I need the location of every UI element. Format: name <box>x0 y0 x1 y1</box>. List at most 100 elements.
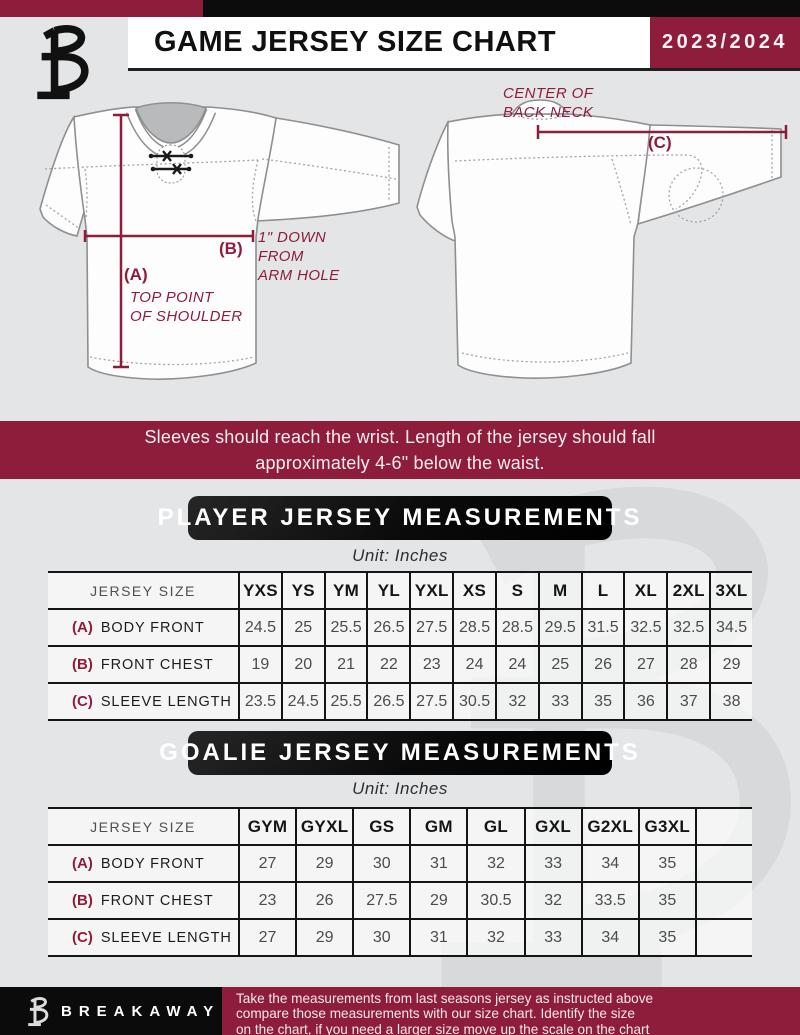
measurement-value: 32 <box>466 920 524 955</box>
measurement-value: 32 <box>466 846 524 881</box>
measurement-value: 25.5 <box>323 684 367 719</box>
measure-b-key: (B) <box>219 239 243 258</box>
measurement-value: 32.5 <box>623 610 667 645</box>
size-col: YXL <box>409 573 453 608</box>
measurement-value: 33 <box>523 920 581 955</box>
footer-brand-block: BREAKAWAY <box>0 987 222 1035</box>
size-col: YM <box>323 573 367 608</box>
row-label: (B) FRONT CHEST <box>48 883 238 918</box>
footer-line2: compare those measurements with our size… <box>236 1006 635 1022</box>
season-box: 2023/2024 <box>650 17 800 68</box>
row-name: SLEEVE LENGTH <box>100 929 232 946</box>
breakaway-logo-icon <box>37 25 89 100</box>
row-label: (C) SLEEVE LENGTH <box>48 684 238 719</box>
measurement-value: 34 <box>580 920 638 955</box>
measurement-value: 28.5 <box>494 610 538 645</box>
table-row: (B) FRONT CHEST 23 26 27.5 29 30.5 32 33… <box>48 883 752 920</box>
size-col: G3XL <box>637 809 695 844</box>
table-row: (C) SLEEVE LENGTH 23.5 24.5 25.5 26.5 27… <box>48 684 752 721</box>
measurement-value: 29 <box>295 920 353 955</box>
season-label: 2023/2024 <box>661 31 789 53</box>
row-key: (B) <box>72 656 93 673</box>
size-col: XS <box>452 573 495 608</box>
measurement-value-empty <box>694 846 752 881</box>
row-key: (B) <box>72 892 93 909</box>
measurement-value: 35 <box>580 684 624 719</box>
measurement-value: 36 <box>623 684 667 719</box>
goalie-measurements-table: JERSEY SIZE GYM GYXL GS GM GL GXL G2XL G… <box>48 807 752 957</box>
table-header-row: JERSEY SIZE GYM GYXL GS GM GL GXL G2XL G… <box>48 809 752 846</box>
measurement-value: 26 <box>580 647 624 682</box>
size-col: G2XL <box>580 809 638 844</box>
fit-note-line2: approximately 4-6" below the waist. <box>255 453 545 473</box>
size-col: GXL <box>523 809 581 844</box>
brand-name: BREAKAWAY <box>61 1002 221 1020</box>
measurement-value: 24.5 <box>280 684 324 719</box>
footer-line3: on the chart, if you need a larger size … <box>236 1021 650 1035</box>
table-row: (A) BODY FRONT 27 29 30 31 32 33 34 35 <box>48 846 752 883</box>
size-col: YL <box>366 573 410 608</box>
row-key: (C) <box>72 929 93 946</box>
measurement-value: 19 <box>238 647 281 682</box>
measurement-value: 28.5 <box>452 610 495 645</box>
measurement-value: 27.5 <box>352 883 410 918</box>
fit-note-banner: Sleeves should reach the wrist. Length o… <box>0 421 800 479</box>
size-col: YS <box>280 573 324 608</box>
top-strip-black <box>203 0 800 17</box>
measurement-value: 29 <box>409 883 467 918</box>
row-key: (A) <box>72 855 93 872</box>
measure-a-note: TOP POINT OF SHOULDER <box>130 289 243 325</box>
size-col: GYM <box>238 809 296 844</box>
measurement-value: 37 <box>666 684 710 719</box>
measurement-value: 29 <box>295 846 353 881</box>
table-row: (C) SLEEVE LENGTH 27 29 30 31 32 33 34 3… <box>48 920 752 957</box>
center-back-neck-note: CENTER OF BACK NECK <box>503 85 594 121</box>
player-size-label: JERSEY SIZE <box>48 573 238 608</box>
measurement-value: 33 <box>523 846 581 881</box>
size-col: 2XL <box>666 573 710 608</box>
measurement-value: 24 <box>494 647 538 682</box>
measurement-value: 25 <box>280 610 324 645</box>
measurement-value: 34 <box>580 846 638 881</box>
row-name: BODY FRONT <box>100 619 205 636</box>
measurement-value-empty <box>694 883 752 918</box>
measurement-value: 32.5 <box>666 610 710 645</box>
measurement-value: 35 <box>637 883 695 918</box>
measure-b-note: 1" DOWN FROM ARM HOLE <box>258 229 340 284</box>
size-col: L <box>580 573 624 608</box>
measurement-value: 33 <box>537 684 581 719</box>
table-header-row: JERSEY SIZE YXS YS YM YL YXL XS S M L XL… <box>48 573 752 610</box>
page-title: GAME JERSEY SIZE CHART <box>154 26 557 58</box>
measurement-value: 24.5 <box>238 610 281 645</box>
row-name: BODY FRONT <box>100 855 205 872</box>
size-col: S <box>494 573 538 608</box>
row-key: (C) <box>72 693 93 710</box>
row-label: (A) BODY FRONT <box>48 610 238 645</box>
breakaway-footer-logo-icon <box>28 996 49 1026</box>
measure-a-key: (A) <box>124 265 148 284</box>
measurement-value: 31.5 <box>580 610 624 645</box>
row-name: SLEEVE LENGTH <box>100 693 232 710</box>
size-col: GL <box>466 809 524 844</box>
measurement-value: 20 <box>280 647 324 682</box>
top-strip-maroon <box>0 0 203 17</box>
size-col: M <box>537 573 581 608</box>
measurement-value: 35 <box>637 846 695 881</box>
measurement-value: 30.5 <box>452 684 495 719</box>
measurement-value: 29 <box>709 647 752 682</box>
goalie-section-title: GOALIE JERSEY MEASUREMENTS <box>159 731 638 775</box>
measurement-value: 26.5 <box>366 610 410 645</box>
measurement-value: 33.5 <box>580 883 638 918</box>
header-underline <box>128 68 800 71</box>
fit-note-line1: Sleeves should reach the wrist. Length o… <box>144 427 656 447</box>
size-col: GS <box>352 809 410 844</box>
measurement-value: 23 <box>409 647 453 682</box>
row-name: FRONT CHEST <box>100 656 214 673</box>
measurement-value: 31 <box>409 920 467 955</box>
size-col-empty <box>694 809 752 844</box>
row-label: (C) SLEEVE LENGTH <box>48 920 238 955</box>
row-name: FRONT CHEST <box>100 892 214 909</box>
player-section-title: PLAYER JERSEY MEASUREMENTS <box>158 496 639 540</box>
measurement-value: 22 <box>366 647 410 682</box>
